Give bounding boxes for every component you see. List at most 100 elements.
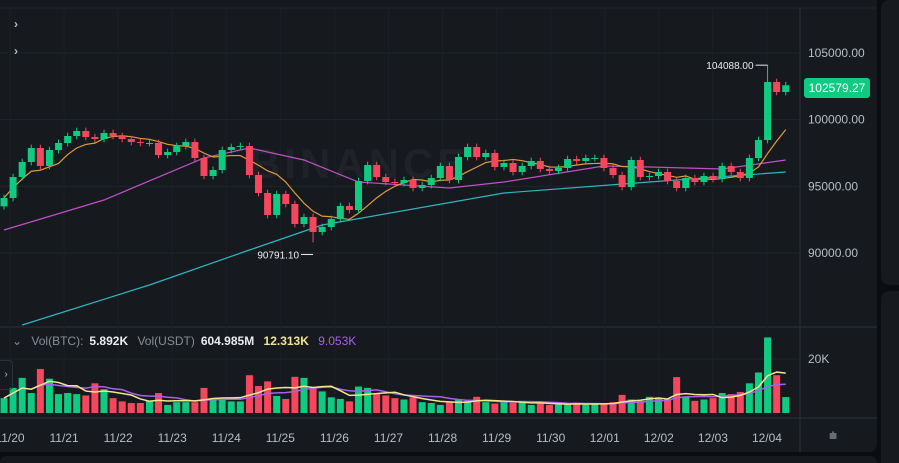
candle-down (245, 146, 253, 175)
date-tick-label: 12/01 (590, 431, 620, 445)
candle-up (627, 160, 635, 187)
candle-up (0, 198, 8, 207)
volume-bar (155, 393, 163, 413)
volume-bar (691, 400, 699, 413)
vol-ma10-value: 9.053K (318, 334, 357, 348)
candle-up (682, 178, 690, 188)
volume-bar (355, 386, 363, 413)
candle-up (718, 166, 726, 179)
volume-bar (573, 402, 581, 413)
volume-bar (564, 403, 572, 413)
candle-down (736, 172, 744, 178)
candle-up (27, 148, 35, 162)
candle-down (127, 139, 135, 142)
volume-bar (754, 372, 762, 413)
volume-bar (136, 403, 144, 413)
candle-up (100, 133, 108, 139)
candle-up (554, 168, 562, 171)
volume-bar (236, 401, 244, 413)
volume-bar (182, 402, 190, 413)
price-tick-label: 100000.00 (808, 113, 865, 127)
candle-down (91, 137, 99, 139)
date-tick-label: 11/29 (482, 431, 511, 445)
volume-bar (82, 395, 90, 413)
candle-down (345, 206, 353, 210)
date-tick-label: 12/04 (752, 431, 782, 445)
volume-bar (664, 399, 672, 413)
vol-usdt-label: Vol(USDT) (137, 334, 195, 348)
volume-ma-lines (3, 371, 786, 406)
volume-bar (300, 377, 308, 413)
candle-down (636, 160, 644, 177)
candle-down (773, 82, 781, 92)
candlestick-chart[interactable]: BINANCE 105000.00100000.0095000.0090000.… (0, 0, 877, 452)
bottom-panel (0, 456, 877, 463)
volume-bar (509, 402, 517, 413)
expand-indicators-chevron-icon[interactable]: › (14, 17, 18, 31)
volume-bar (345, 401, 353, 413)
candle-up (218, 150, 226, 170)
candle-up (782, 85, 790, 92)
volume-tick-label: 20K (808, 352, 829, 366)
candle-down (536, 161, 544, 169)
collapse-chevron-icon[interactable]: ⌄ (12, 334, 23, 348)
volume-bar (127, 403, 135, 413)
volume-bar (400, 399, 408, 413)
volume-bar (55, 394, 63, 413)
volume-bar (473, 396, 481, 413)
candle-down (618, 175, 626, 187)
volume-bar (318, 391, 326, 413)
price-tick-label: 95000.00 (808, 179, 858, 193)
date-tick-label: 11/23 (158, 431, 187, 445)
auto-fit-icon[interactable]: ⩧ (829, 427, 838, 443)
axes: 105000.00 100000.00 95000.00 90000.00 20K 11/… (0, 46, 865, 445)
volume-bar (727, 394, 735, 413)
volume-bar (382, 395, 390, 413)
date-tick-label: 12/03 (698, 431, 728, 445)
candle-up (754, 140, 762, 158)
date-tick-label: 11/22 (104, 431, 133, 445)
volume-bar (18, 377, 26, 413)
volume-bar (455, 399, 462, 413)
volume-bar (264, 381, 272, 413)
vol-btc-label: Vol(BTC): (31, 334, 84, 348)
candle-down (36, 148, 44, 166)
volume-bar (45, 378, 53, 413)
volume-bar (718, 393, 726, 413)
volume-bar (654, 398, 662, 413)
candle-down (200, 158, 208, 176)
candle-up (355, 181, 363, 210)
candle-up (745, 158, 753, 178)
candle-up (164, 152, 172, 155)
date-tick-label: 11/25 (266, 431, 295, 445)
volume-bar (273, 395, 281, 413)
candle-up (145, 143, 153, 144)
volume-bar (782, 397, 790, 413)
date-tick-label: 11/28 (428, 431, 457, 445)
date-tick-label: 11/30 (536, 431, 565, 445)
volume-bar (36, 368, 44, 413)
volume-bar (436, 404, 444, 413)
vol-usdt-value: 604.985M (200, 334, 255, 348)
candle-up (182, 142, 190, 146)
last-price-tag: 102579.27 (804, 78, 870, 98)
expand-panel-button[interactable]: › (0, 360, 13, 390)
ma99-line (22, 171, 786, 326)
volume-bar (427, 403, 435, 413)
price-tick-label: 90000.00 (808, 246, 858, 260)
candle-down (545, 169, 553, 171)
date-tick-label: 11/26 (320, 431, 349, 445)
volume-bar (173, 402, 181, 413)
volume-bar (91, 383, 99, 413)
volume-bar (73, 394, 81, 413)
candle-down (709, 176, 717, 179)
date-tick-label: 11/27 (374, 431, 403, 445)
volume-bar (700, 399, 708, 413)
candle-up (527, 161, 535, 166)
expand-indicators-chevron-icon-2[interactable]: › (14, 44, 18, 58)
candle-up (482, 153, 490, 157)
candle-up (18, 162, 26, 177)
volume-bar (773, 375, 781, 413)
side-panel (881, 0, 899, 285)
candle-down (600, 158, 608, 168)
